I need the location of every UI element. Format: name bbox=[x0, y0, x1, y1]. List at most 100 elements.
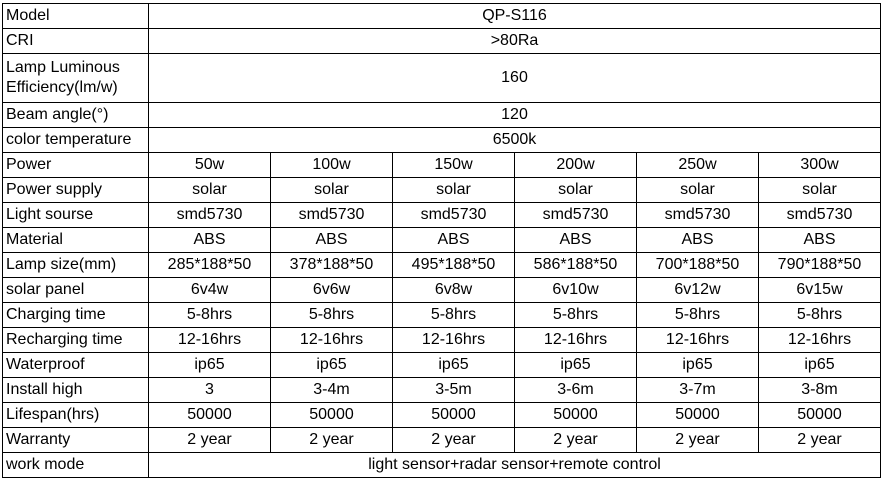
table-cell: ip65 bbox=[514, 352, 637, 378]
row-label-lamp-size-mm: Lamp size(mm) bbox=[2, 252, 149, 278]
table-row: work mode light sensor+radar sensor+remot… bbox=[2, 452, 881, 478]
table-row: Light sourse smd5730 smd5730 smd5730 smd5730… bbox=[2, 202, 881, 228]
row-value-beam-angle: 120 bbox=[148, 102, 881, 128]
spec-table-body: Model QP-S116 CRI >80Ra Lamp Luminous Effici… bbox=[2, 3, 881, 478]
table-cell: smd5730 bbox=[514, 202, 637, 228]
table-cell: 6v12w bbox=[636, 277, 759, 303]
table-cell: 3-4m bbox=[270, 377, 393, 403]
row-value-color-temperature: 6500k bbox=[148, 127, 881, 153]
table-row: Warranty 2 year 2 year 2 year 2 year 2 year 2 … bbox=[2, 427, 881, 453]
table-cell: 200w bbox=[514, 152, 637, 178]
table-cell: smd5730 bbox=[148, 202, 271, 228]
table-row: CRI >80Ra bbox=[2, 28, 881, 54]
table-cell: 12-16hrs bbox=[514, 327, 637, 353]
table-row: Model QP-S116 bbox=[2, 3, 881, 29]
table-cell: ABS bbox=[514, 227, 637, 253]
table-cell: 5-8hrs bbox=[636, 302, 759, 328]
table-cell: 5-8hrs bbox=[514, 302, 637, 328]
table-cell: 50000 bbox=[270, 402, 393, 428]
table-cell: 50000 bbox=[514, 402, 637, 428]
row-label-light-sourse: Light sourse bbox=[2, 202, 149, 228]
table-cell: ip65 bbox=[636, 352, 759, 378]
table-cell: 2 year bbox=[758, 427, 881, 453]
table-cell: 12-16hrs bbox=[636, 327, 759, 353]
table-cell: solar bbox=[636, 177, 759, 203]
table-cell: ABS bbox=[758, 227, 881, 253]
table-cell: 2 year bbox=[636, 427, 759, 453]
table-cell: 3-7m bbox=[636, 377, 759, 403]
table-row: Beam angle(°) 120 bbox=[2, 102, 881, 128]
row-label-warranty: Warranty bbox=[2, 427, 149, 453]
table-row: Lamp size(mm) 285*188*50 378*188*50 495*188… bbox=[2, 252, 881, 278]
row-value-model: QP-S116 bbox=[148, 3, 881, 29]
row-value-cri: >80Ra bbox=[148, 28, 881, 54]
table-row: Power supply solar solar solar solar solar sol… bbox=[2, 177, 881, 203]
row-label-material: Material bbox=[2, 227, 149, 253]
table-row: Charging time 5-8hrs 5-8hrs 5-8hrs 5-8hrs 5-8… bbox=[2, 302, 881, 328]
table-cell: 700*188*50 bbox=[636, 252, 759, 278]
table-cell: 586*188*50 bbox=[514, 252, 637, 278]
row-label-beam-angle: Beam angle(°) bbox=[2, 102, 149, 128]
table-cell: smd5730 bbox=[636, 202, 759, 228]
table-row: color temperature 6500k bbox=[2, 127, 881, 153]
table-cell: ABS bbox=[148, 227, 271, 253]
row-label-recharging-time: Recharging time bbox=[2, 327, 149, 353]
table-cell: solar bbox=[270, 177, 393, 203]
table-cell: ABS bbox=[636, 227, 759, 253]
row-label-model: Model bbox=[2, 3, 149, 29]
table-cell: ip65 bbox=[148, 352, 271, 378]
table-cell: smd5730 bbox=[392, 202, 515, 228]
table-cell: ABS bbox=[392, 227, 515, 253]
table-cell: solar bbox=[148, 177, 271, 203]
row-value-lamp-luminous-efficiency-lm-w: 160 bbox=[148, 53, 881, 103]
table-cell: 250w bbox=[636, 152, 759, 178]
table-cell: 5-8hrs bbox=[148, 302, 271, 328]
table-cell: 3-5m bbox=[392, 377, 515, 403]
row-label-cri: CRI bbox=[2, 28, 149, 54]
table-cell: 2 year bbox=[148, 427, 271, 453]
table-cell: solar bbox=[758, 177, 881, 203]
table-row: Lifespan(hrs) 50000 50000 50000 50000 50000 50… bbox=[2, 402, 881, 428]
table-cell: 100w bbox=[270, 152, 393, 178]
table-cell: 6v15w bbox=[758, 277, 881, 303]
table-cell: 50000 bbox=[636, 402, 759, 428]
row-label-power: Power bbox=[2, 152, 149, 178]
table-row: Recharging time 12-16hrs 12-16hrs 12-16hrs 1… bbox=[2, 327, 881, 353]
table-cell: ABS bbox=[270, 227, 393, 253]
table-cell: 150w bbox=[392, 152, 515, 178]
table-cell: 6v4w bbox=[148, 277, 271, 303]
table-cell: 2 year bbox=[392, 427, 515, 453]
table-cell: 12-16hrs bbox=[148, 327, 271, 353]
table-cell: 2 year bbox=[514, 427, 637, 453]
spec-table: Model QP-S116 CRI >80Ra Lamp Luminous Effici… bbox=[2, 3, 881, 478]
table-cell: 495*188*50 bbox=[392, 252, 515, 278]
table-row: Waterproof ip65 ip65 ip65 ip65 ip65 ip65 bbox=[2, 352, 881, 378]
table-row: Material ABS ABS ABS ABS ABS ABS bbox=[2, 227, 881, 253]
table-cell: 285*188*50 bbox=[148, 252, 271, 278]
row-value-work-mode: light sensor+radar sensor+remote control bbox=[148, 452, 881, 478]
table-cell: 6v8w bbox=[392, 277, 515, 303]
table-row: solar panel 6v4w 6v6w 6v8w 6v10w 6v12w 6v15w bbox=[2, 277, 881, 303]
table-cell: 3 bbox=[148, 377, 271, 403]
row-label-install-high: Install high bbox=[2, 377, 149, 403]
row-label-power-supply: Power supply bbox=[2, 177, 149, 203]
row-label-lifespan-hrs: Lifespan(hrs) bbox=[2, 402, 149, 428]
table-cell: 3-8m bbox=[758, 377, 881, 403]
table-cell: 5-8hrs bbox=[392, 302, 515, 328]
row-label-charging-time: Charging time bbox=[2, 302, 149, 328]
table-row: Power 50w 100w 150w 200w 250w 300w bbox=[2, 152, 881, 178]
table-cell: smd5730 bbox=[758, 202, 881, 228]
row-label-solar-panel: solar panel bbox=[2, 277, 149, 303]
table-cell: 50w bbox=[148, 152, 271, 178]
row-label-color-temperature: color temperature bbox=[2, 127, 149, 153]
table-cell: 6v10w bbox=[514, 277, 637, 303]
table-cell: 2 year bbox=[270, 427, 393, 453]
table-cell: 50000 bbox=[148, 402, 271, 428]
table-cell: 300w bbox=[758, 152, 881, 178]
table-cell: 378*188*50 bbox=[270, 252, 393, 278]
table-cell: ip65 bbox=[392, 352, 515, 378]
table-cell: 50000 bbox=[392, 402, 515, 428]
row-label-waterproof: Waterproof bbox=[2, 352, 149, 378]
row-label-lamp-luminous-efficiency-lm-w: Lamp Luminous Efficiency(lm/w) bbox=[2, 53, 149, 103]
table-cell: 12-16hrs bbox=[270, 327, 393, 353]
